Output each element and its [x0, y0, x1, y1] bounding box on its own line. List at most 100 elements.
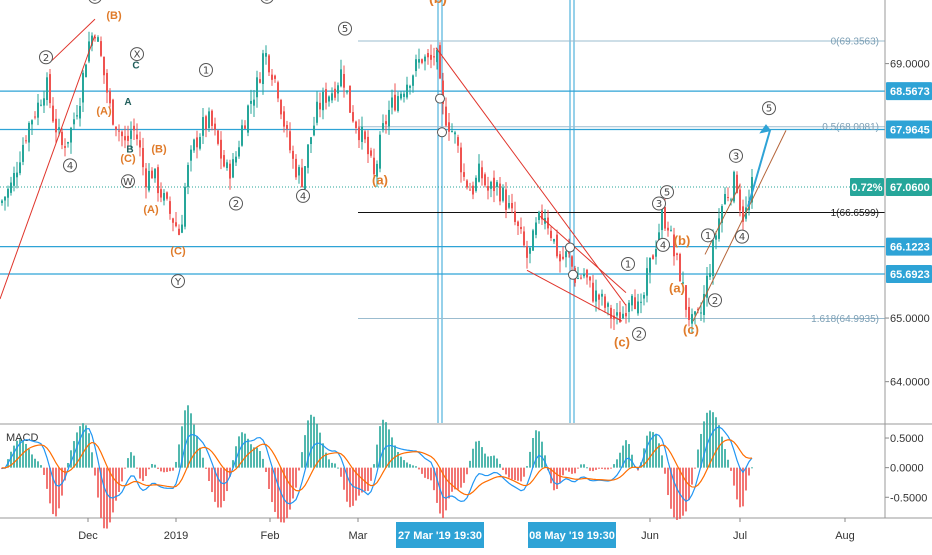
candle-body: [628, 302, 630, 312]
macd-histogram-bar: [193, 424, 195, 468]
macd-histogram-bar: [574, 467, 576, 474]
candle-body: [358, 127, 360, 141]
candle-body: [646, 268, 648, 296]
trendline-red: [526, 269, 623, 322]
macd-histogram-bar: [388, 429, 390, 468]
candle-body: [4, 196, 6, 201]
macd-histogram-bar: [715, 417, 717, 468]
macd-histogram-bar: [295, 467, 297, 488]
wave-label: 4: [300, 192, 306, 203]
macd-histogram-bar: [391, 437, 393, 468]
x-tick-label: 2019: [164, 530, 188, 542]
macd-histogram-bar: [157, 467, 159, 469]
y-tick-label: 64.0000: [890, 377, 930, 389]
candle-body: [697, 308, 699, 311]
macd-histogram-bar: [643, 448, 645, 468]
candle-body: [349, 85, 351, 113]
candle-body: [424, 56, 426, 62]
macd-histogram-bar: [607, 467, 609, 470]
wave-label: W: [123, 177, 133, 188]
candle-body: [706, 275, 708, 298]
price-level-badge: [886, 237, 932, 256]
candle-body: [577, 277, 579, 279]
wave-circle: [762, 101, 776, 116]
macd-histogram-bar: [253, 447, 255, 468]
x-tick-label: Jul: [733, 530, 747, 542]
macd-histogram-bar: [268, 467, 270, 489]
macd-tick-label: 0.5000: [890, 433, 924, 445]
candle-body: [460, 147, 462, 173]
candle-body: [136, 134, 138, 140]
macd-histogram-bar: [364, 467, 366, 492]
x-tick-label: Jun: [641, 530, 659, 542]
candle-body: [31, 120, 33, 125]
wave-label: X: [134, 50, 141, 61]
macd-histogram-bar: [52, 467, 54, 515]
macd-histogram-bar: [226, 467, 228, 492]
macd-histogram-bar: [601, 467, 603, 469]
macd-histogram-bar: [397, 452, 399, 468]
candle-body: [664, 207, 666, 229]
macd-histogram-bar: [235, 446, 237, 468]
candle-body: [505, 189, 507, 210]
macd-histogram-bar: [64, 467, 66, 481]
macd-histogram-bar: [580, 464, 582, 468]
macd-histogram-bar: [445, 467, 447, 511]
price-level-badge: [886, 82, 932, 101]
wave-label-orange: (C): [120, 153, 136, 165]
macd-histogram-bar: [340, 467, 342, 477]
macd-histogram-bar: [376, 444, 378, 468]
candle-body: [328, 96, 330, 102]
macd-histogram-bar: [520, 467, 522, 482]
candle-body: [175, 222, 177, 227]
x-highlight-badge: [528, 522, 616, 548]
macd-histogram-bar: [646, 435, 648, 468]
macd-histogram-bar: [415, 466, 417, 468]
current-price-badge: [886, 178, 932, 197]
candle-body: [298, 167, 300, 176]
macd-histogram-bar: [460, 467, 462, 488]
change-badge-label: 0.72%: [851, 182, 882, 194]
candle-body: [727, 197, 729, 199]
candle-body: [7, 188, 9, 198]
wave-label-orange: (a): [669, 281, 685, 296]
candle-body: [352, 112, 354, 122]
macd-histogram-bar: [277, 467, 279, 519]
candle-body: [226, 162, 228, 168]
candle-body: [673, 234, 675, 257]
candle-body: [742, 206, 744, 222]
candle-body: [319, 102, 321, 110]
macd-histogram-bar: [712, 412, 714, 468]
macd-histogram-bar: [667, 467, 669, 496]
macd-histogram-bar: [538, 431, 540, 468]
macd-histogram-bar: [673, 467, 675, 518]
macd-histogram-bar: [694, 467, 696, 469]
x-highlight-label: 27 Mar '19 19:30: [398, 530, 482, 542]
macd-histogram-bar: [124, 467, 126, 469]
macd-histogram-bar: [301, 452, 303, 468]
candle-body: [649, 257, 651, 273]
macd-histogram-bar: [589, 467, 591, 471]
candle-body: [538, 211, 540, 221]
candle-body: [301, 167, 303, 187]
macd-histogram-bar: [604, 467, 606, 470]
macd-histogram-bar: [244, 433, 246, 468]
macd-histogram-bar: [583, 464, 585, 468]
macd-histogram-bar: [442, 467, 444, 519]
candle-body: [85, 64, 87, 78]
candle-body: [487, 186, 489, 191]
macd-histogram-bar: [307, 420, 309, 468]
macd-histogram-bar: [649, 431, 651, 468]
candle-body: [520, 226, 522, 230]
candle-body: [736, 174, 738, 193]
candle-body: [436, 49, 438, 63]
wave-label: 5: [766, 104, 772, 115]
candle-body: [385, 121, 387, 125]
macd-histogram-bar: [91, 452, 93, 468]
candle-body: [400, 93, 402, 99]
candle-body: [634, 297, 636, 310]
wave-circle: [296, 188, 310, 203]
wave-label: 3: [92, 0, 98, 3]
macd-histogram-bar: [526, 466, 528, 468]
